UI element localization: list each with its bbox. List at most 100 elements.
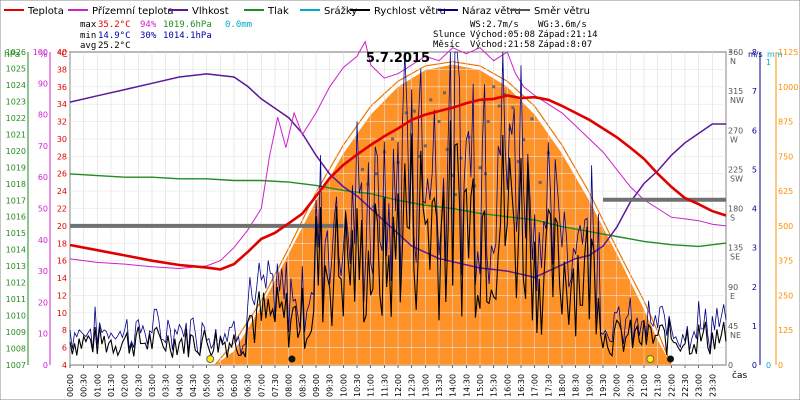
stat-max-press: 1019.6hPa — [163, 20, 212, 30]
axis-hpa-tick: 1021 — [6, 130, 26, 139]
axis-temp-tick: 34 — [57, 100, 67, 109]
axis-ms-tick: 5 — [752, 165, 757, 174]
smer-point — [423, 144, 427, 148]
axis-x-tick: 03:00 — [148, 374, 157, 397]
stat-avg-label: avg — [80, 41, 96, 51]
axis-hpa-tick: 1020 — [6, 147, 26, 156]
axis-x-tick: 00:30 — [80, 374, 89, 397]
axis-rad-tick: 750 — [778, 152, 793, 161]
sunrise-marker — [206, 355, 215, 363]
axis-temp-tick: 40 — [57, 48, 67, 57]
axis-hpa-tick: 1011 — [6, 295, 26, 304]
axis-x-tick: 07:00 — [257, 374, 266, 397]
axis-x-tick: 05:30 — [216, 374, 225, 397]
axis-dir-name: N — [730, 57, 736, 66]
axis-temp-tick: 28 — [57, 152, 67, 161]
smer-point — [486, 120, 490, 124]
axis-x-tick: 19:00 — [585, 374, 594, 397]
sun-moon-markers — [206, 355, 675, 363]
legend-label: Přízemní teplota — [92, 5, 174, 17]
axis-x-tick: 22:00 — [667, 374, 676, 397]
axis-hpa-tick: 1007 — [6, 361, 26, 370]
axis-x-tick: 14:30 — [462, 374, 471, 397]
axis-temp-tick: 6 — [62, 344, 67, 353]
axis-hpa-label: hPa — [4, 50, 20, 60]
sun-moon-info: WS:2.7m/s WG:3.6m/s Slunce Východ:05:08 … — [433, 20, 598, 50]
axis-hpa-tick: 1022 — [6, 114, 26, 123]
series-wind — [69, 51, 727, 358]
smer-point — [492, 85, 496, 89]
prizemni-line — [69, 40, 727, 270]
axis-x-tick: 20:30 — [626, 374, 635, 397]
axis-x-tick: 15:00 — [476, 374, 485, 397]
smer-point — [437, 120, 441, 124]
axis-x-label: čas — [732, 370, 747, 381]
axis-rad-tick: 625 — [778, 187, 793, 196]
axis-x-tick: 16:00 — [503, 374, 512, 397]
smer-point — [410, 133, 414, 137]
axis-mm-tick: 1 — [766, 58, 771, 67]
axis-hpa-tick: 1014 — [6, 246, 26, 255]
axis-ms-tick: 6 — [752, 126, 757, 135]
axis-temp-tick: 14 — [57, 274, 67, 283]
axis-x-tick: 10:30 — [353, 374, 362, 397]
smer-point — [503, 93, 507, 97]
smer-point — [516, 160, 520, 164]
stat-min-label: min — [80, 31, 96, 41]
axis-temp-tick: 32 — [57, 118, 67, 127]
smer-point — [508, 127, 512, 131]
axis-x-tick: 01:00 — [93, 374, 102, 397]
axis-hpa-tick: 1009 — [6, 328, 26, 337]
axis-temp-tick: 26 — [57, 170, 67, 179]
axis-pct-label: % — [39, 50, 48, 60]
axis-dir-name: E — [730, 292, 735, 301]
axis-temp-tick: 8 — [62, 326, 67, 335]
smer-point — [442, 91, 446, 95]
axis-pct-tick: 100 — [33, 48, 48, 57]
axis-hpa-tick: 1010 — [6, 312, 26, 321]
smer-point — [445, 147, 449, 151]
axis-x-tick: 09:30 — [326, 374, 335, 397]
axis-x-tick: 23:30 — [708, 374, 717, 397]
axis-temp-tick: 12 — [57, 291, 67, 300]
stat-max-hum: 94% — [140, 20, 157, 30]
axis-x-tick: 05:00 — [203, 374, 212, 397]
stat-min-temp: 14.9°C — [98, 31, 131, 41]
axis-hpa-tick: 1015 — [6, 229, 26, 238]
axis-pct-tick: 70 — [38, 142, 48, 151]
smer-point — [374, 172, 378, 176]
stat-avg-temp: 25.2°C — [98, 41, 131, 51]
stat-min-hum: 30% — [140, 31, 157, 41]
axis-x-tick: 18:00 — [558, 374, 567, 397]
smer-point — [429, 98, 433, 102]
axis-x-tick: 02:00 — [121, 374, 130, 397]
rychlost-line — [69, 120, 727, 358]
legend: Teplota Přízemní teplota Vlhkost Tlak Srážky… — [4, 5, 590, 17]
axis-temp-tick: 22 — [57, 205, 67, 214]
chart-title: 5.7.2015 — [366, 51, 430, 66]
axis-hpa-tick: 1013 — [6, 262, 26, 271]
axis-pct-tick: 30 — [38, 267, 48, 276]
axis-rad-tick: 875 — [778, 118, 793, 127]
axis-x-tick: 11:00 — [367, 374, 376, 397]
axis-mm-tick: 0 — [766, 361, 771, 370]
axis-dir-name: NE — [730, 331, 741, 340]
axis-dir-tick: 225 — [728, 165, 743, 174]
axis-dir-tick: 315 — [728, 87, 743, 96]
axis-hpa-tick: 1024 — [6, 81, 26, 90]
legend-label: Vlhkost — [192, 6, 229, 17]
axis-ms-tick: 1 — [752, 322, 757, 331]
axis-dir-name: SW — [730, 174, 743, 183]
axis-pct-tick: 20 — [38, 298, 48, 307]
moonset-marker — [288, 355, 296, 363]
axis-rad-tick: 250 — [778, 291, 793, 300]
time-axis: 00:00 00:30 01:00 01:30 02:00 02:30 03:00 03:30… — [66, 365, 747, 397]
smer-point — [522, 138, 526, 142]
sunset-marker — [646, 355, 655, 363]
axis-x-tick: 18:30 — [572, 374, 581, 397]
series-smer-vetru — [70, 85, 726, 228]
axis-hpa-tick: 1016 — [6, 213, 26, 222]
vlhkost-line — [69, 73, 726, 279]
axis-dir-tick: 180 — [728, 205, 743, 214]
